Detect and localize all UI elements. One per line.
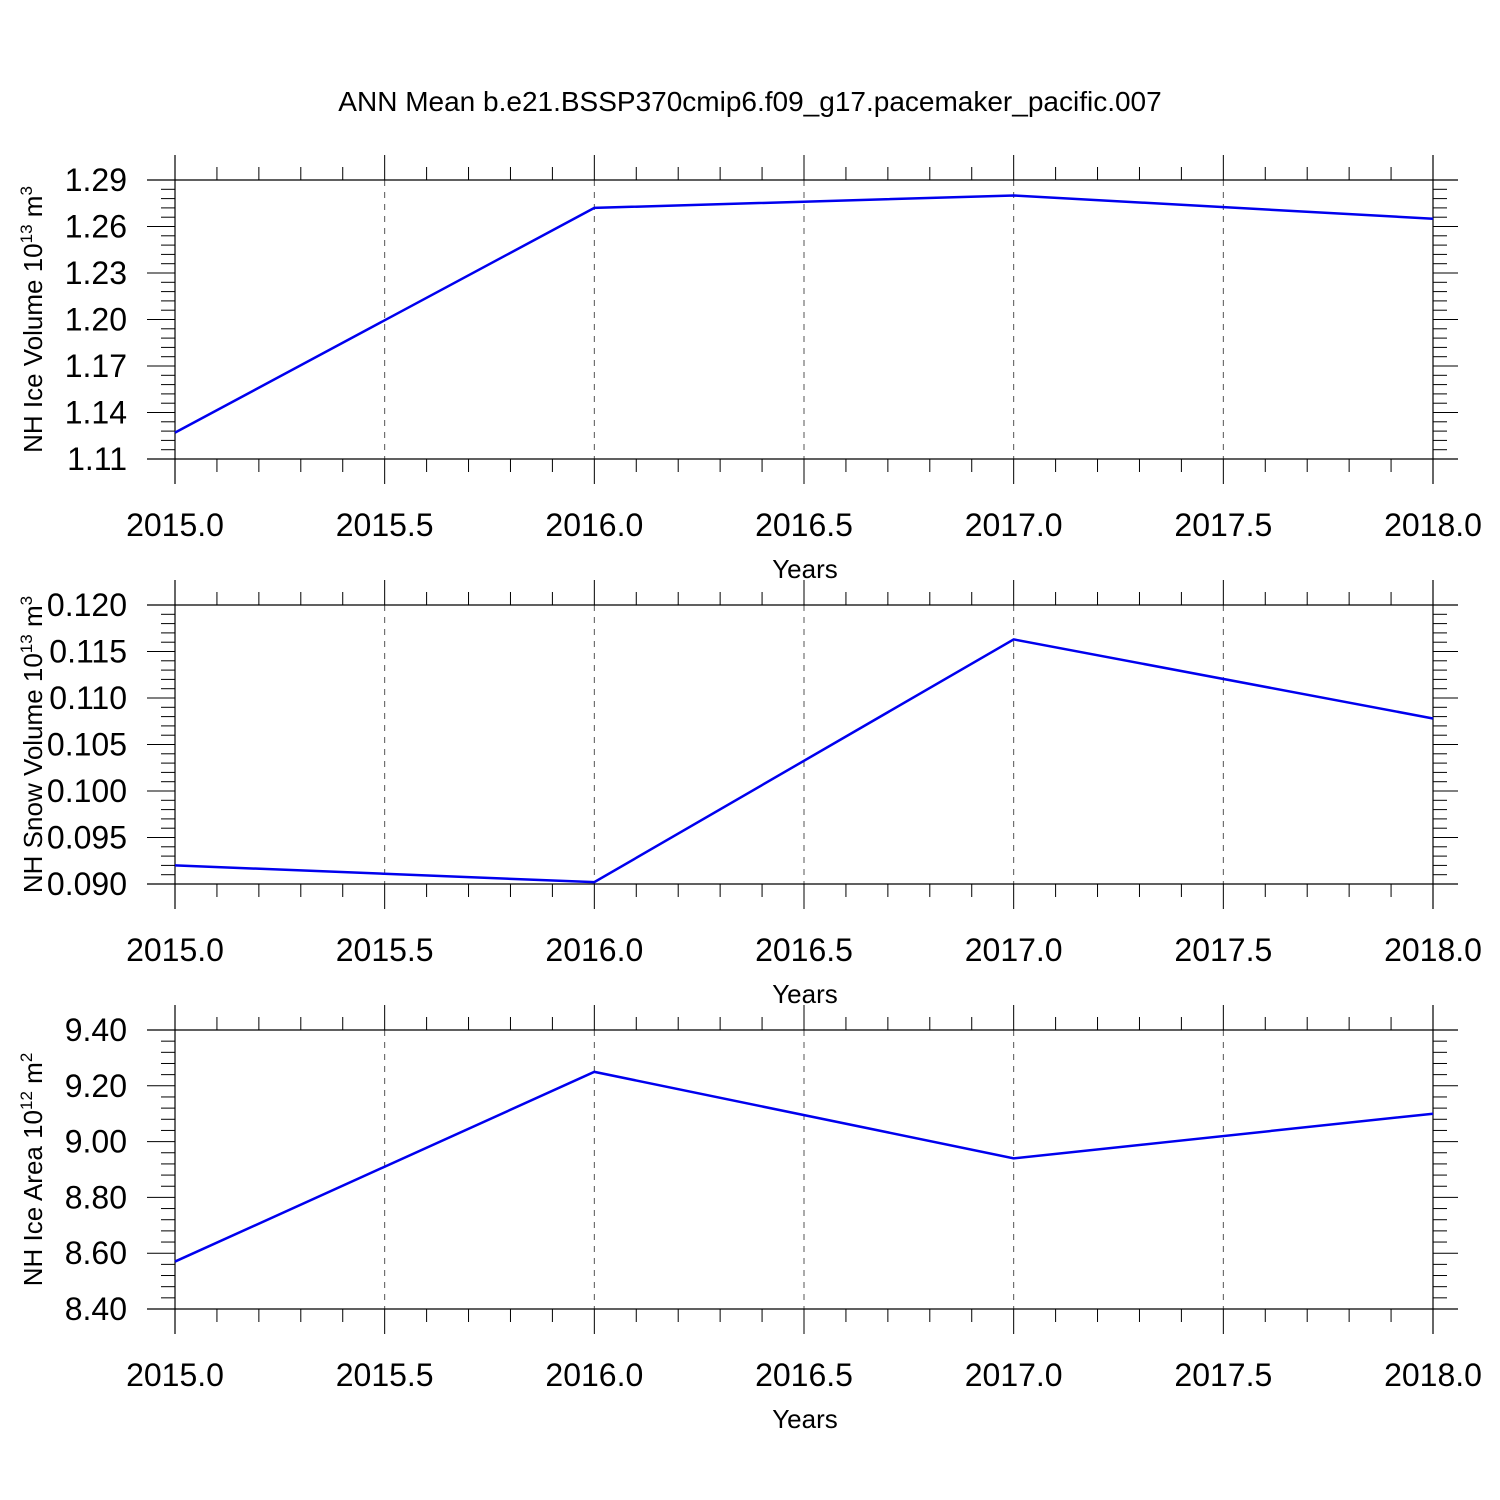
x-tick-label: 2015.0 [126,1357,224,1393]
x-tick-label: 2015.0 [126,507,224,543]
y-tick-label: 8.80 [65,1179,127,1215]
y-tick-label: 9.40 [65,1012,127,1048]
x-axis-label: Years [772,1404,838,1434]
x-tick-label: 2015.0 [126,932,224,968]
x-tick-label: 2015.5 [336,1357,434,1393]
y-tick-label: 0.095 [47,820,127,856]
y-tick-label: 0.110 [49,680,127,716]
y-tick-label: 1.14 [65,395,127,431]
x-tick-label: 2017.0 [965,507,1063,543]
y-tick-label: 1.23 [65,255,127,291]
y-tick-label: 1.26 [65,209,127,245]
x-tick-label: 2017.0 [965,932,1063,968]
y-tick-label: 1.29 [65,162,127,198]
chart-panel-3: 2015.0 2015.5 2016.0 2016.5 2017.0 2017.5 2018… [17,1005,1482,1434]
x-tick-label: 2016.5 [755,507,853,543]
x-tick-label: 2015.5 [336,932,434,968]
y-tick-label: 0.120 [47,587,127,623]
y-tick-label: 1.20 [65,302,127,338]
y-tick-label: 9.00 [65,1124,127,1160]
y-tick-label: 0.105 [47,727,127,763]
y-tick-label: 8.60 [65,1235,127,1271]
x-tick-label: 2016.5 [755,932,853,968]
chart-panel-2: 2015.0 2015.5 2016.0 2016.5 2017.0 2017.5 2018… [17,580,1482,1009]
series-line [174,1070,1434,1263]
chart-panel-1: 2015.0 2015.5 2016.0 2016.5 2017.0 2017.5 2018… [17,155,1482,584]
x-tick-label: 2015.5 [336,507,434,543]
y-tick-label: 1.17 [65,348,127,384]
x-tick-label: 2016.5 [755,1357,853,1393]
chart-title: ANN Mean b.e21.BSSP370cmip6.f09_g17.pace… [338,86,1162,117]
y-axis-label: NH Ice Volume 1013 m3 [17,186,48,453]
y-tick-label: 1.11 [67,441,127,477]
x-axis-label: Years [772,979,838,1009]
series-line [174,638,1434,884]
y-tick-label: 9.20 [65,1068,127,1104]
y-tick-label: 8.40 [65,1291,127,1327]
x-tick-label: 2017.5 [1174,507,1272,543]
x-tick-label: 2018.0 [1384,1357,1482,1393]
y-tick-label: 0.100 [47,773,127,809]
x-axis-label: Years [772,554,838,584]
x-tick-label: 2016.0 [545,932,643,968]
x-tick-label: 2018.0 [1384,507,1482,543]
x-tick-label: 2017.5 [1174,1357,1272,1393]
y-axis-label: NH Snow Volume 1013 m3 [17,596,48,893]
x-tick-label: 2016.0 [545,507,643,543]
x-tick-label: 2018.0 [1384,932,1482,968]
x-tick-label: 2017.5 [1174,932,1272,968]
y-axis-label: NH Ice Area 1012 m2 [17,1053,48,1287]
y-tick-label: 0.115 [49,634,127,670]
series-line [174,194,1434,434]
x-tick-label: 2017.0 [965,1357,1063,1393]
y-tick-label: 0.090 [47,866,127,902]
x-tick-label: 2016.0 [545,1357,643,1393]
